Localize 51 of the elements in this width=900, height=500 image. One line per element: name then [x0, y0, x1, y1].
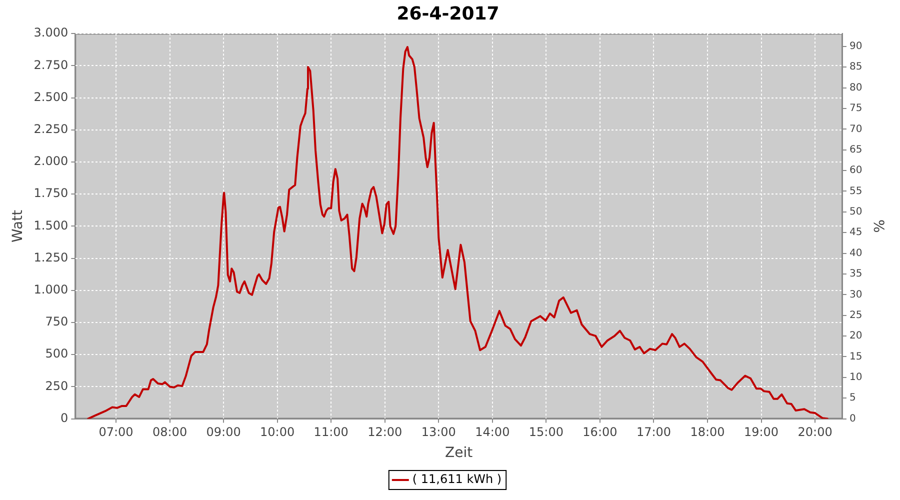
x-tick-label: 15:00 [528, 425, 564, 440]
y-tick-label: 2.250 [34, 122, 68, 136]
y-tick-label: 0 [60, 410, 68, 425]
y-tick-label: 3.000 [34, 26, 68, 40]
y-tick-label: 1.750 [34, 186, 68, 200]
y2-tick-label: 85 [849, 62, 862, 73]
y2-tick-label: 75 [849, 103, 862, 114]
x-axis-title: Zeit [445, 445, 474, 462]
legend-label: ( 11,611 kWh ) [412, 472, 502, 486]
y2-tick-label: 60 [849, 165, 862, 176]
y2-tick-label: 25 [849, 310, 862, 321]
y2-tick-label: 65 [849, 144, 862, 156]
x-tick-label: 19:00 [744, 425, 779, 440]
y2-tick-label: 20 [849, 330, 862, 342]
y2-tick-label: 15 [849, 351, 862, 362]
x-tick-label: 17:00 [636, 425, 672, 440]
x-tick-label: 09:00 [206, 425, 241, 440]
x-tick-label: 18:00 [690, 425, 725, 440]
y2-tick-label: 5 [849, 392, 856, 404]
x-tick-label: 13:00 [421, 425, 456, 440]
y-tick-label: 1.250 [34, 250, 68, 264]
y-tick-label: 750 [45, 314, 68, 329]
y2-tick-label: 45 [849, 227, 862, 238]
y2-tick-label: 0 [849, 413, 856, 424]
y2-tick-label: 40 [849, 248, 862, 259]
y2-tick-label: 50 [849, 206, 862, 218]
chart-title: 26-4-2017 [396, 3, 500, 24]
x-tick-label: 12:00 [368, 425, 402, 440]
y-tick-label: 2.750 [34, 58, 68, 72]
x-tick-label: 07:00 [98, 425, 134, 440]
x-tick-label: 08:00 [152, 425, 188, 440]
y-axis-title: Watt [10, 209, 26, 242]
y2-tick-label: 30 [849, 289, 862, 300]
y2-tick-label: 70 [849, 124, 862, 135]
y-tick-label: 1.500 [34, 218, 68, 232]
y2-tick-label: 10 [849, 372, 862, 384]
y2-tick-label: 35 [849, 268, 862, 280]
x-tick-label: 14:00 [475, 425, 510, 440]
y-tick-label: 1.000 [34, 282, 68, 297]
x-tick-label: 20:00 [798, 425, 832, 440]
y2-axis-title: % [870, 220, 886, 233]
y2-tick-label: 80 [849, 82, 862, 94]
y-tick-label: 2.500 [34, 90, 68, 104]
x-tick-label: 11:00 [314, 425, 348, 440]
x-tick-label: 10:00 [260, 425, 295, 440]
y-tick-label: 250 [45, 378, 68, 393]
y2-tick-label: 55 [849, 186, 862, 197]
y2-tick-label: 90 [849, 41, 862, 52]
x-tick-label: 16:00 [582, 425, 618, 440]
y-tick-label: 500 [45, 346, 68, 361]
y-tick-label: 2.000 [34, 154, 68, 168]
